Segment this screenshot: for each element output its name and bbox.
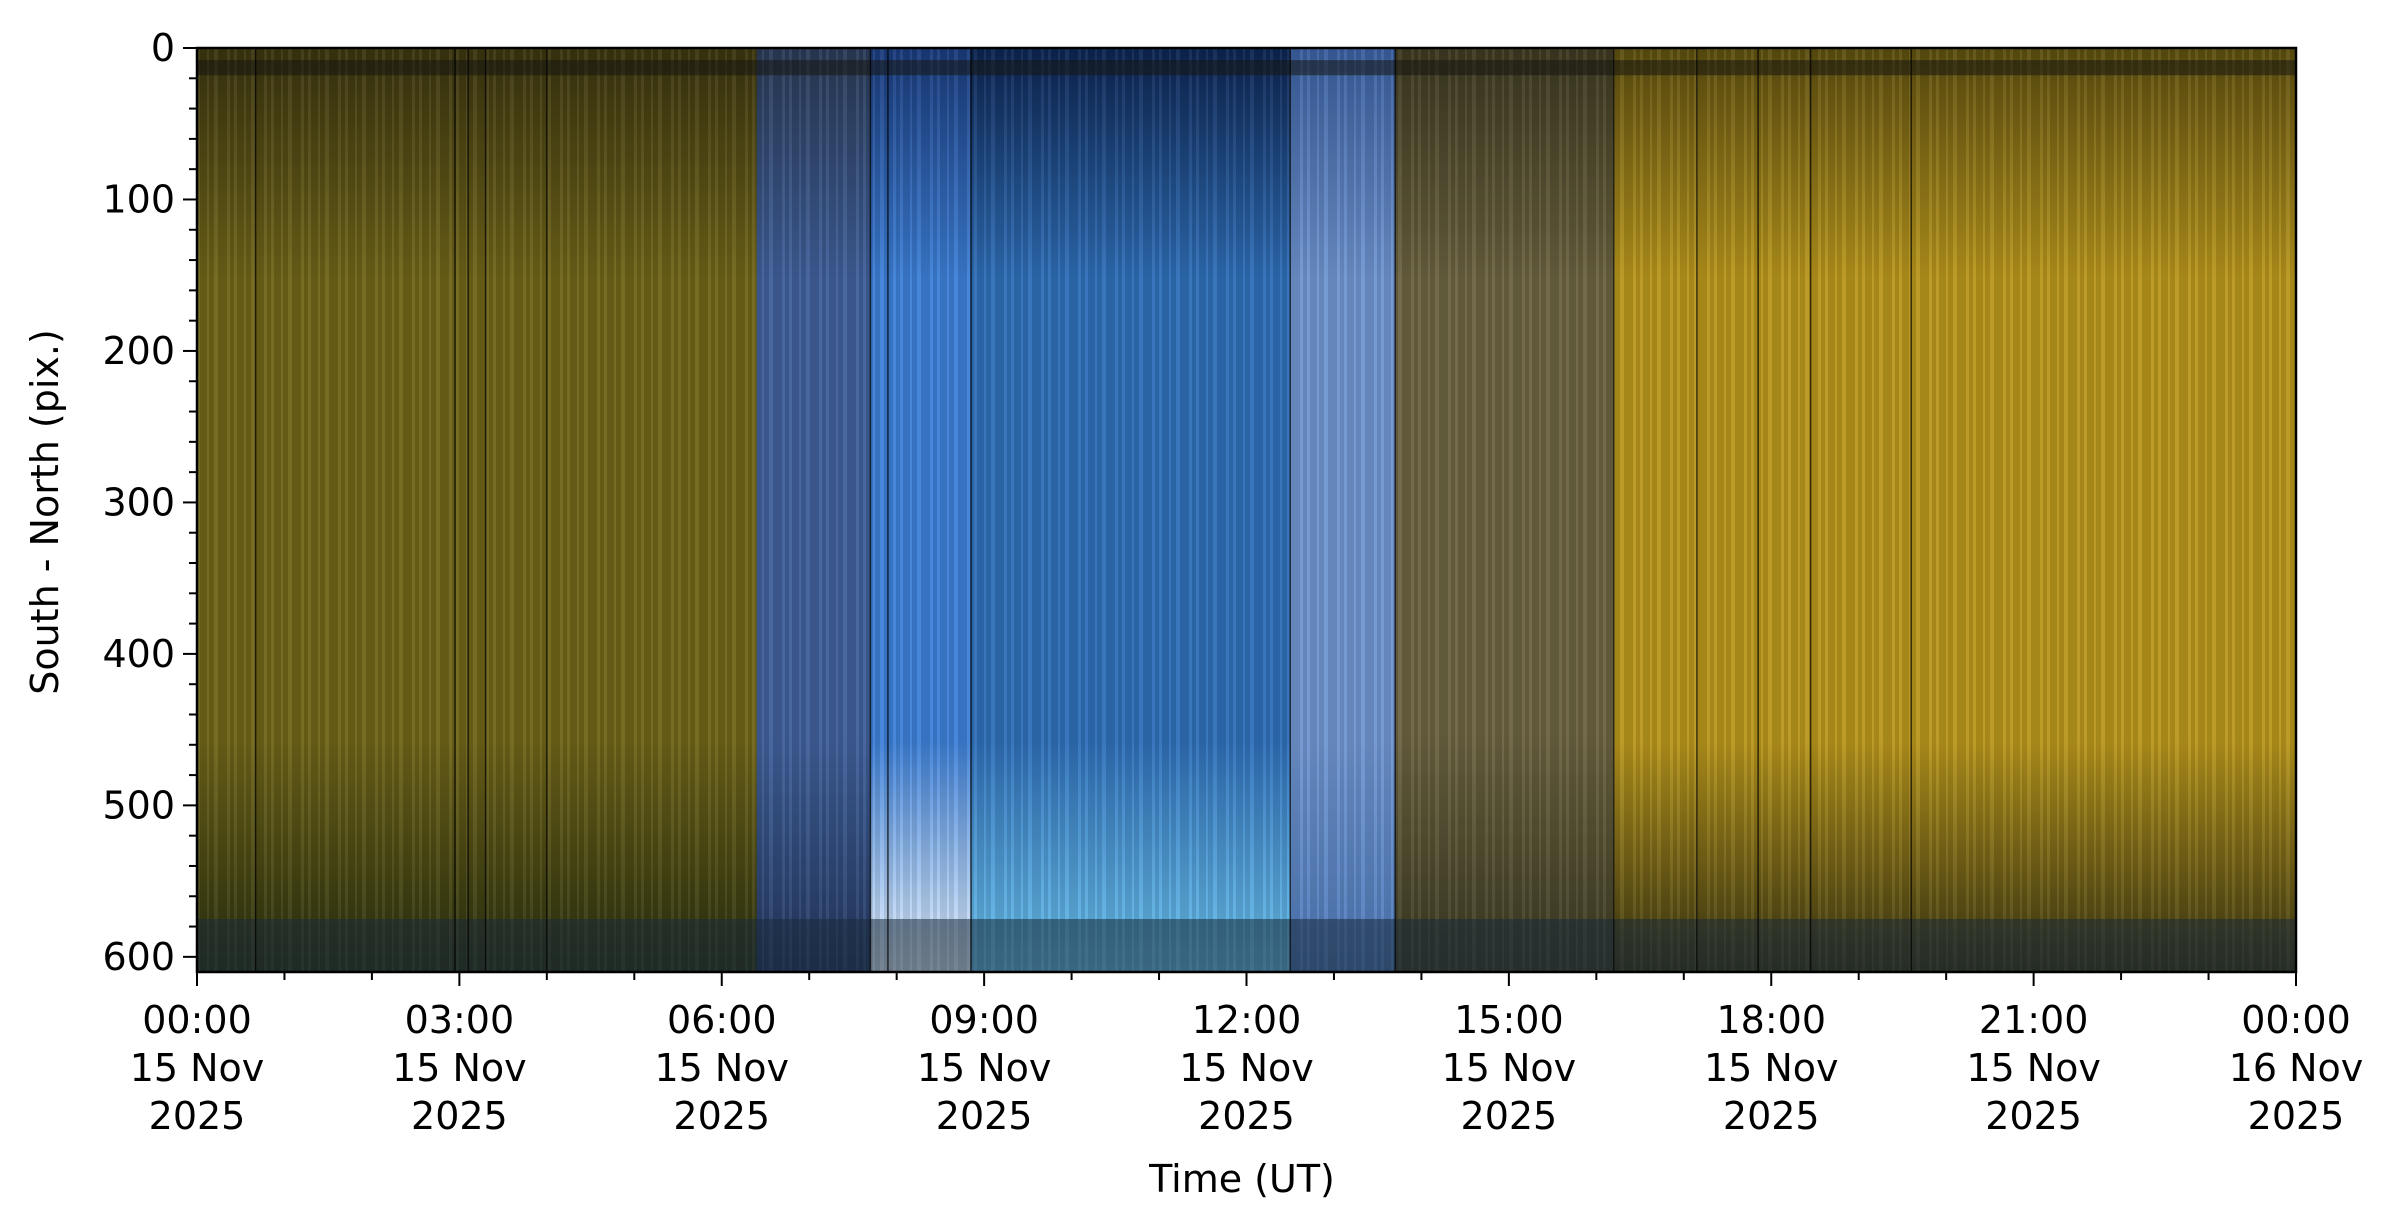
horizontal-band (197, 918, 2296, 972)
y-axis: 0 100 200 300 400 500 600 (102, 26, 197, 979)
x-tick-label: 00:00 (142, 998, 252, 1042)
x-tick-label: 2025 (1985, 1094, 2082, 1138)
x-tick-label: 2025 (1723, 1094, 1820, 1138)
plot-frame (195, 46, 2298, 974)
x-tick-label: 06:00 (667, 998, 777, 1042)
x-tick-label: 2025 (673, 1094, 770, 1138)
x-tick-label: 2025 (2248, 1094, 2345, 1138)
streak-texture (197, 48, 2296, 972)
y-tick-label: 500 (102, 783, 175, 827)
plot-area (197, 48, 2296, 972)
x-axis-title: Time (UT) (1148, 1157, 1335, 1201)
x-tick-label: 15 Nov (917, 1046, 1052, 1090)
x-tick-label: 15 Nov (1442, 1046, 1577, 1090)
x-tick-label: 12:00 (1192, 998, 1302, 1042)
x-tick-label: 15 Nov (1704, 1046, 1839, 1090)
x-tick-label: 18:00 (1716, 998, 1826, 1042)
y-axis-title: South - North (pix.) (23, 329, 67, 695)
x-tick-label: 2025 (1198, 1094, 1295, 1138)
x-tick-label: 15 Nov (392, 1046, 527, 1090)
y-tick-label: 400 (102, 632, 175, 676)
x-tick-label: 15 Nov (1179, 1046, 1314, 1090)
horizontal-band (197, 60, 2296, 76)
y-tick-label: 600 (102, 935, 175, 979)
x-tick-label: 2025 (411, 1094, 508, 1138)
x-tick-label: 15 Nov (654, 1046, 789, 1090)
x-tick-label: 16 Nov (2229, 1046, 2364, 1090)
x-tick-label: 21:00 (1979, 998, 2089, 1042)
x-tick-label: 2025 (1461, 1094, 1558, 1138)
x-tick-label: 15 Nov (130, 1046, 265, 1090)
x-tick-label: 09:00 (929, 998, 1039, 1042)
x-tick-label: 15:00 (1454, 998, 1564, 1042)
y-tick-label: 100 (102, 177, 175, 221)
x-tick-label: 00:00 (2241, 998, 2351, 1042)
y-tick-label: 200 (102, 329, 175, 373)
x-tick-label: 03:00 (405, 998, 515, 1042)
x-tick-label: 15 Nov (1966, 1046, 2101, 1090)
y-tick-label: 0 (151, 26, 175, 70)
x-tick-label: 2025 (149, 1094, 246, 1138)
x-tick-label: 2025 (936, 1094, 1033, 1138)
y-tick-label: 300 (102, 480, 175, 524)
